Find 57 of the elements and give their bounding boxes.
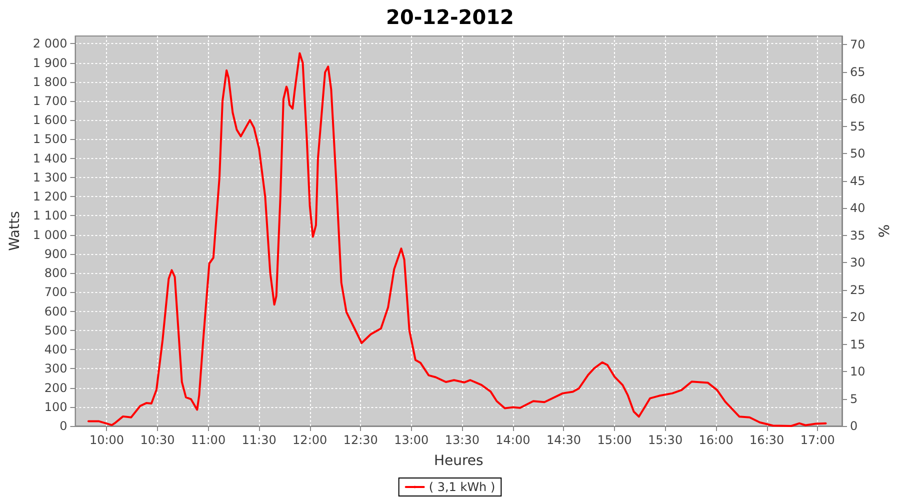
y-tick-label: 1 000 xyxy=(32,228,68,242)
y-tick-label: 900 xyxy=(44,246,68,261)
x-tick-label: 14:00 xyxy=(496,433,530,447)
y2-tick-label: 70 xyxy=(850,38,866,52)
x-axis-title: Heures xyxy=(434,453,484,469)
y-tick-label: 1 300 xyxy=(32,170,68,184)
x-tick-label: 12:00 xyxy=(292,433,328,447)
y-tick-label: 1 100 xyxy=(32,208,68,223)
y2-tick-label: 40 xyxy=(850,201,866,216)
y-tick-label: 1 500 xyxy=(32,132,68,146)
x-tick-label: 15:00 xyxy=(597,433,632,447)
y2-tick-label: 35 xyxy=(850,228,866,242)
x-tick-label: 14:30 xyxy=(546,433,582,447)
y-tick-label: 1 900 xyxy=(32,56,68,70)
y-tick-label: 1 400 xyxy=(32,151,68,166)
y-tick-label: 1 200 xyxy=(32,190,68,204)
y-tick-label: 200 xyxy=(44,380,68,395)
x-tick-label: 15:30 xyxy=(648,433,683,447)
x-tick-label: 11:30 xyxy=(242,433,276,447)
line-series xyxy=(87,52,827,427)
y2-tick-label: 50 xyxy=(850,146,866,161)
y2-tick-label: 25 xyxy=(850,282,866,297)
y-tick-label: 600 xyxy=(44,304,68,318)
x-tick-label: 16:30 xyxy=(750,433,784,447)
y-tick-label: 400 xyxy=(44,342,68,357)
y-tick-label: 2 000 xyxy=(32,36,68,51)
x-tick-label: 10:00 xyxy=(89,433,124,447)
y-tick-label: 800 xyxy=(44,266,68,280)
y-tick-label: 1 700 xyxy=(32,94,68,108)
y-tick-label: 300 xyxy=(44,362,68,376)
y-axis-title: Watts xyxy=(7,211,23,251)
y2-tick-label: 15 xyxy=(850,337,866,352)
y2-tick-label: 65 xyxy=(850,64,866,79)
y2-tick-label: 45 xyxy=(850,174,866,188)
y2-tick-label: 0 xyxy=(850,419,858,433)
y-tick-label: 500 xyxy=(44,323,68,338)
y-tick-label: 700 xyxy=(44,285,68,300)
y2-axis-title: % xyxy=(877,224,893,238)
y-tick-label: 100 xyxy=(44,400,68,414)
x-tick-label: 10:30 xyxy=(140,433,175,447)
x-tick-label: 16:00 xyxy=(698,433,734,447)
x-tick-label: 13:30 xyxy=(444,433,480,447)
legend-label: ( 3,1 kWh ) xyxy=(428,480,496,494)
x-tick-label: 17:00 xyxy=(800,433,835,447)
x-tick-label: 13:00 xyxy=(394,433,429,447)
x-tick-label: 12:30 xyxy=(343,433,378,447)
y-tick-label: 0 xyxy=(60,419,68,433)
x-tick-label: 11:00 xyxy=(190,433,226,447)
y-tick-label: 1 600 xyxy=(32,113,68,128)
y2-tick-label: 55 xyxy=(850,119,866,134)
y2-tick-label: 20 xyxy=(850,310,866,324)
y2-tick-label: 5 xyxy=(850,392,858,406)
y-tick-label: 1 800 xyxy=(32,74,68,89)
chart-title: 20-12-2012 xyxy=(386,5,514,29)
y2-tick-label: 10 xyxy=(850,364,866,379)
y2-tick-label: 60 xyxy=(850,92,866,106)
y2-tick-label: 30 xyxy=(850,256,866,270)
